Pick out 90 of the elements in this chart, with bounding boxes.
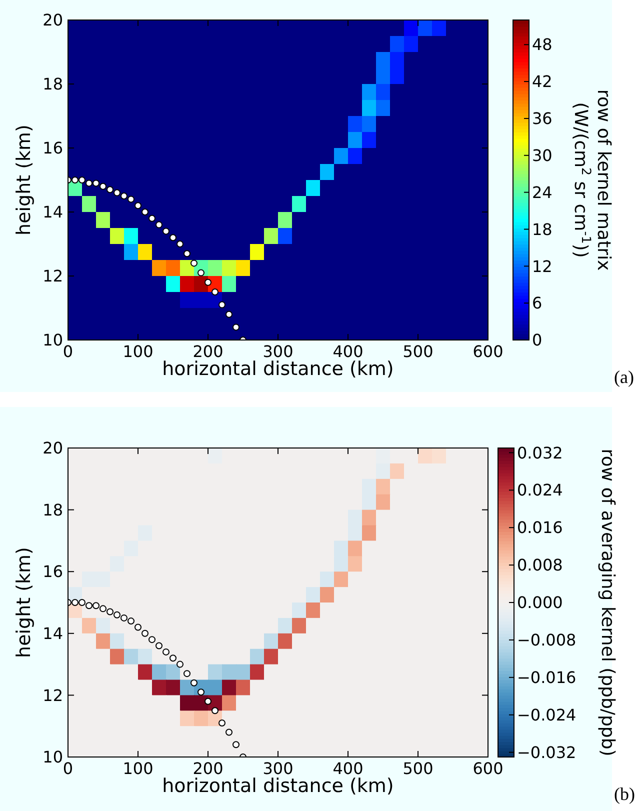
point	[198, 688, 204, 696]
x-axis-title: horizontal distance (km)	[162, 775, 394, 797]
point	[120, 614, 128, 622]
point	[134, 202, 142, 210]
point	[72, 176, 78, 184]
point	[78, 599, 86, 606]
x-tick-label: 500	[402, 342, 434, 361]
point	[134, 624, 142, 631]
color-bar-label: 24	[532, 182, 552, 202]
point	[218, 301, 226, 308]
point	[162, 228, 170, 235]
point	[78, 176, 86, 184]
color-bar-label: −0.032	[517, 742, 576, 762]
point	[156, 221, 162, 228]
color-bar-title: row of averaging kernel (ppb/ppb)	[597, 448, 618, 756]
point	[156, 642, 162, 650]
color-bar-label: 30	[532, 146, 552, 165]
x-tick-label: 300	[262, 342, 294, 361]
x-tick-label: 300	[262, 759, 294, 778]
color-bar-label: −0.016	[517, 668, 576, 688]
text: (a)	[614, 367, 634, 387]
x-tick-label: 400	[332, 342, 364, 361]
y-tick-label: 20	[42, 438, 63, 458]
x-tick-label: 100	[122, 759, 154, 778]
point	[204, 698, 212, 705]
color-bar-label: 36	[532, 109, 552, 128]
y-tick-label: 14	[42, 202, 63, 222]
point	[114, 189, 120, 196]
x-tick-label: 200	[192, 759, 224, 778]
y-tick-label: 18	[42, 500, 63, 520]
point	[142, 630, 148, 637]
point	[176, 240, 184, 248]
point	[72, 599, 78, 606]
color-bar-label: −0.024	[517, 705, 576, 724]
point	[232, 741, 240, 748]
y-tick-label: 12	[42, 266, 63, 286]
color-bar-label: 0.000	[517, 593, 563, 612]
point	[142, 208, 148, 216]
color-bar-label: 42	[532, 72, 552, 92]
x-tick-label: 0	[62, 342, 74, 361]
y-tick-label: 18	[42, 74, 63, 94]
x-tick-label: 400	[332, 759, 364, 778]
x-tick-label: 100	[122, 342, 154, 361]
point	[92, 180, 100, 187]
x-axis-title: horizontal distance (km)	[162, 358, 394, 380]
point	[218, 720, 226, 727]
point	[232, 324, 240, 331]
y-axis-title: height (km)	[13, 124, 35, 236]
color-bar-label: 6	[532, 294, 542, 313]
point	[190, 679, 198, 686]
point	[86, 602, 92, 610]
color-bar-label: 18	[532, 220, 552, 239]
color-bar-label: 0.024	[517, 480, 563, 500]
point	[106, 186, 114, 194]
point	[204, 278, 212, 286]
point	[190, 260, 198, 267]
y-tick-label: 14	[42, 624, 63, 643]
x-tick-label: 0	[62, 759, 74, 778]
color-bar-label: 48	[532, 35, 552, 54]
point	[114, 611, 120, 618]
x-tick-label: 600	[472, 342, 504, 361]
color-bar-label: 0.008	[517, 556, 563, 575]
point	[92, 602, 100, 610]
point	[212, 707, 218, 714]
x-tick-label: 600	[472, 759, 504, 778]
x-tick-label: 200	[192, 342, 224, 361]
x-tick-label: 500	[402, 759, 434, 778]
point	[176, 660, 184, 668]
point	[212, 288, 218, 296]
y-tick-label: 16	[42, 138, 63, 158]
point	[106, 608, 114, 616]
color-bar-label: 0.016	[517, 518, 563, 538]
color-bar-label: −0.008	[517, 630, 576, 650]
point	[120, 192, 128, 200]
y-tick-label: 10	[42, 748, 63, 767]
y-tick-label: 16	[42, 562, 63, 582]
point	[162, 648, 170, 656]
point	[198, 269, 204, 276]
point	[148, 214, 156, 222]
y-tick-label: 12	[42, 686, 63, 705]
y-tick-label: 10	[42, 330, 63, 350]
point	[86, 180, 92, 187]
point	[128, 618, 134, 625]
point	[128, 196, 134, 203]
y-tick-label: 20	[42, 10, 63, 30]
point	[148, 636, 156, 644]
text: (b)	[614, 784, 635, 804]
color-bar-label: 0.032	[517, 443, 563, 462]
y-axis-title: height (km)	[13, 547, 35, 658]
color-bar-label: 12	[532, 256, 552, 276]
